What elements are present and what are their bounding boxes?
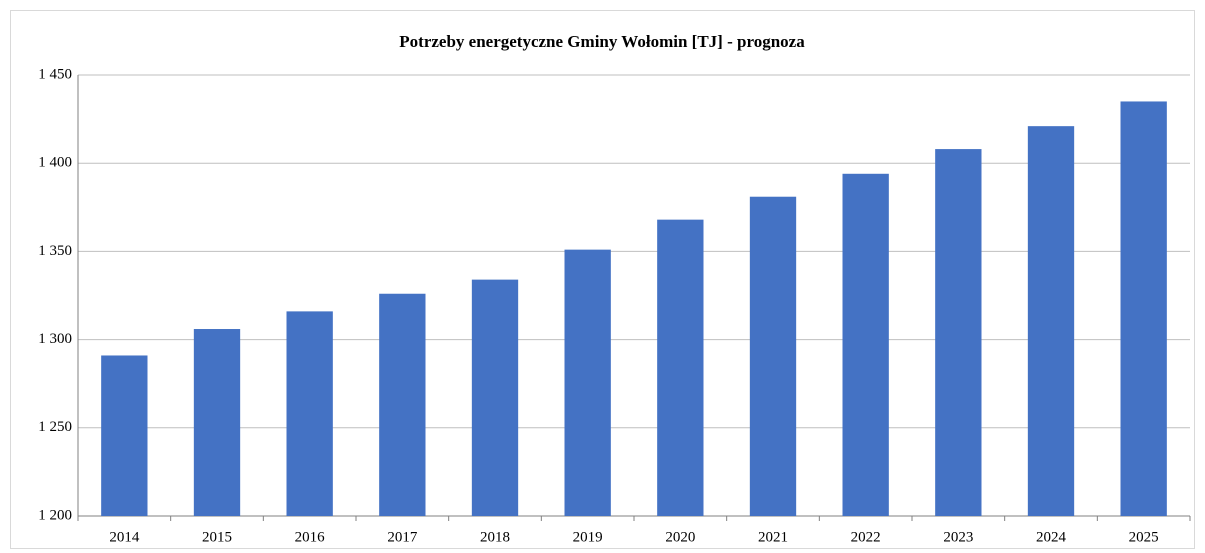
y-tick-label: 1 250 [38,419,72,435]
x-tick-label: 2017 [387,529,418,545]
bar [101,355,148,516]
x-tick-label: 2018 [480,529,510,545]
y-tick-label: 1 200 [38,507,72,523]
x-tick-label: 2025 [1129,529,1159,545]
x-tick-label: 2020 [665,529,695,545]
bar [193,329,241,516]
bar [564,249,611,517]
y-tick-label: 1 400 [38,155,72,171]
x-tick-label: 2019 [573,529,603,545]
bar [379,293,426,516]
y-tick-label: 1 450 [38,66,72,82]
x-tick-label: 2015 [202,529,232,545]
x-tick-label: 2021 [758,529,788,545]
x-tick-label: 2022 [851,529,881,545]
x-tick-label: 2024 [1036,529,1067,545]
bar [842,173,889,516]
x-tick-label: 2016 [295,529,326,545]
bar [471,279,519,516]
bar [657,219,704,516]
bar [749,196,797,516]
x-tick-label: 2023 [943,529,973,545]
y-tick-label: 1 300 [38,331,72,347]
bar [1027,126,1075,516]
bar [935,149,982,516]
bar [1120,101,1167,517]
bar [286,311,333,516]
chart-title: Potrzeby energetyczne Gminy Wołomin [TJ]… [399,32,805,51]
y-tick-label: 1 350 [38,243,72,259]
x-tick-label: 2014 [109,529,140,545]
